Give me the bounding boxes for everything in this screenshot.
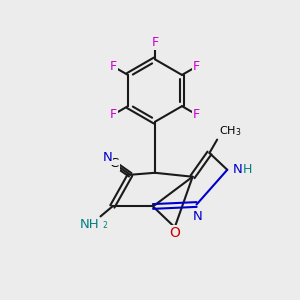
Text: F: F	[110, 60, 117, 73]
Text: N: N	[232, 163, 242, 176]
Text: N: N	[103, 151, 112, 164]
Text: H: H	[243, 163, 252, 176]
Text: F: F	[193, 60, 200, 73]
Text: C: C	[110, 157, 119, 170]
Text: N: N	[193, 210, 203, 224]
Text: F: F	[110, 108, 117, 121]
Text: NH: NH	[80, 218, 99, 231]
Text: F: F	[193, 108, 200, 121]
Text: CH$_3$: CH$_3$	[219, 124, 241, 138]
Text: F: F	[152, 37, 158, 50]
Text: $_2$: $_2$	[102, 220, 108, 233]
Text: O: O	[169, 226, 180, 240]
